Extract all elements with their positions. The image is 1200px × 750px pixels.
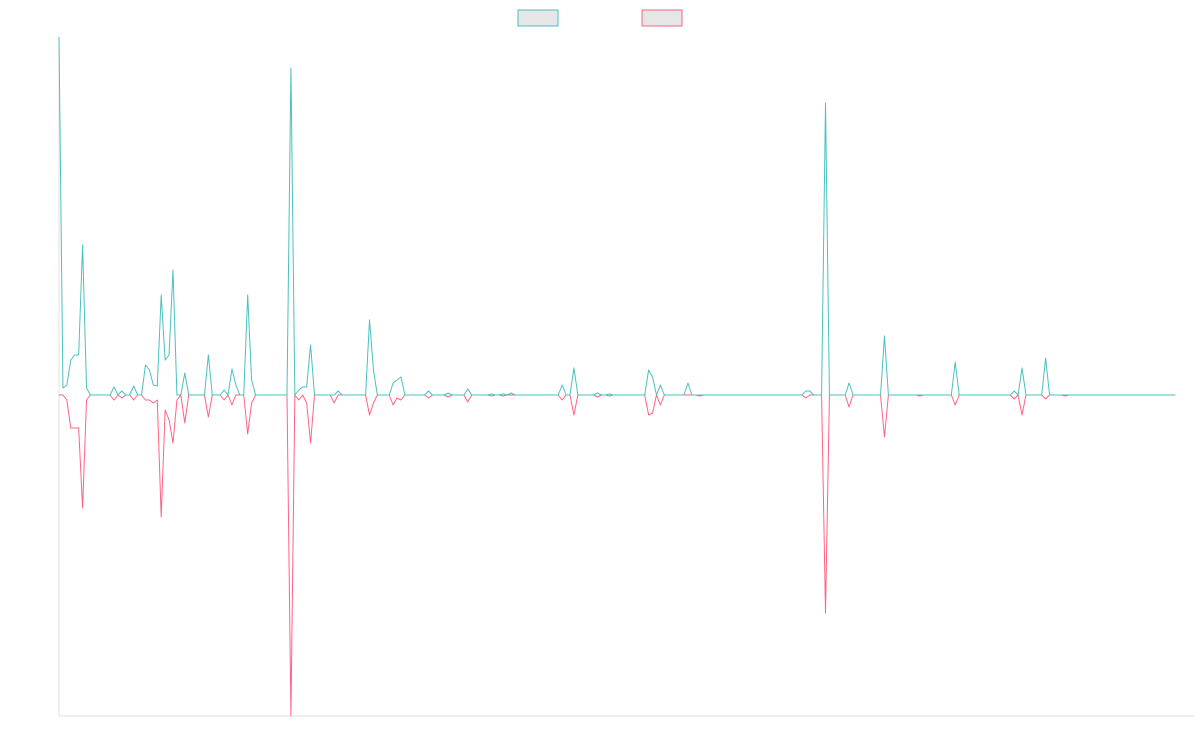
series-line xyxy=(58,36,1176,396)
legend-swatch xyxy=(641,9,683,27)
series-line xyxy=(59,394,1176,717)
legend-swatch xyxy=(517,9,559,27)
